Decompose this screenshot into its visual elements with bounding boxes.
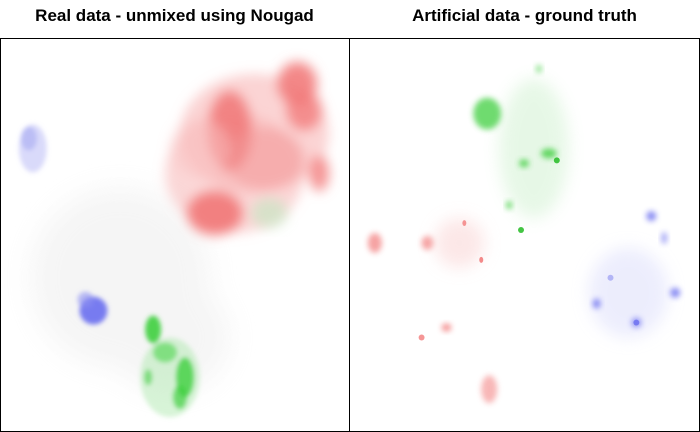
red-cluster (367, 218, 498, 404)
real-data-embedding-plot (0, 38, 350, 432)
blue-cluster (588, 211, 681, 338)
panel-title-right: Artificial data - ground truth (412, 6, 637, 25)
green-cluster (473, 64, 569, 234)
green-haze (251, 198, 288, 229)
blue-cluster-top (18, 124, 47, 173)
blue-cluster-bottom (77, 291, 108, 325)
panel-title-left: Real data - unmixed using Nougad (35, 6, 314, 25)
green-cluster (140, 315, 200, 418)
red-cluster (165, 61, 330, 235)
artificial-data-embedding-plot (349, 38, 700, 432)
